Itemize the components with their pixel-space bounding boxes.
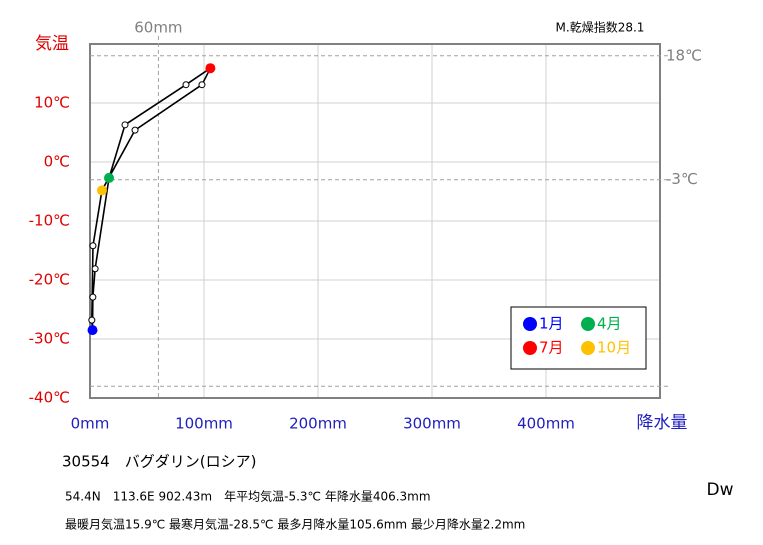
y-tick-label: 0℃ — [44, 153, 70, 171]
y-tick-label: 10℃ — [34, 94, 70, 112]
legend-label: 10月 — [597, 339, 631, 357]
reference-label: -3℃ — [666, 170, 698, 188]
y-tick-label: -40℃ — [29, 389, 70, 407]
month-point — [131, 126, 139, 134]
legend-swatch — [581, 341, 595, 355]
legend-swatch — [523, 317, 537, 331]
info: 54.4N 113.6E 902.43m 年平均気温-5.3℃ 年降水量406.… — [65, 489, 431, 504]
x-axis-label: 降水量 — [637, 413, 688, 433]
chart-title: M.乾燥指数28.1 — [556, 20, 645, 35]
x-tick-label: 400mm — [517, 415, 575, 433]
info: 最暖月気温15.9℃ 最寒月気温-28.5℃ 最多月降水量105.6mm 最少月… — [65, 517, 525, 532]
x-tick-label: 300mm — [403, 415, 461, 433]
station: 30554 バグダリン(ロシア) — [62, 453, 256, 471]
month-point — [88, 316, 96, 324]
legend-swatch — [523, 341, 537, 355]
plot-frame — [89, 43, 661, 399]
month-point — [205, 63, 216, 74]
climate-code: Dw — [707, 480, 734, 500]
month-point — [182, 81, 190, 89]
month-point — [87, 325, 98, 336]
x-tick-label: 200mm — [289, 415, 347, 433]
y-tick-label: -10℃ — [29, 212, 70, 230]
month-point — [91, 265, 99, 273]
reference-label: 60mm — [134, 19, 182, 37]
month-point — [96, 185, 107, 196]
legend-swatch — [581, 317, 595, 331]
legend-label: 1月 — [539, 315, 564, 333]
month-point — [89, 242, 97, 250]
reference-label: 18℃ — [666, 46, 702, 64]
legend-box — [510, 306, 647, 370]
y-tick-label: -20℃ — [29, 271, 70, 289]
month-point — [89, 293, 97, 301]
legend-label: 4月 — [597, 315, 622, 333]
month-point — [104, 172, 115, 183]
x-tick-label: 100mm — [175, 415, 233, 433]
legend-label: 7月 — [539, 339, 564, 357]
month-point — [121, 121, 129, 129]
x-tick-label: 0mm — [71, 415, 110, 433]
y-tick-label: -30℃ — [29, 330, 70, 348]
y-axis-label: 気温 — [35, 34, 69, 54]
month-point — [198, 81, 206, 89]
